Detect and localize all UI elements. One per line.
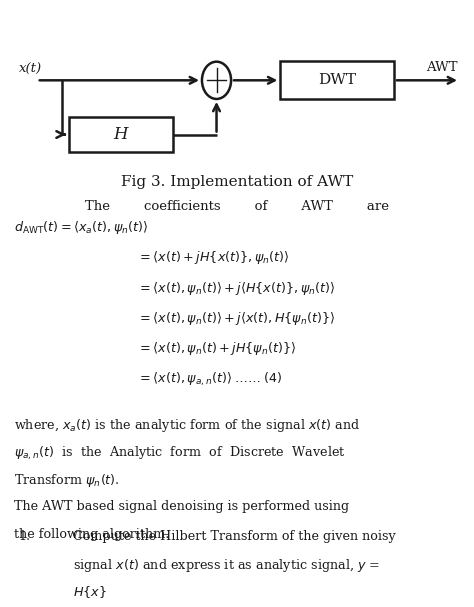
Text: DWT: DWT — [318, 73, 356, 87]
Text: where, $x_a(t)$ is the analytic form of the signal $x(t)$ and: where, $x_a(t)$ is the analytic form of … — [14, 417, 360, 434]
Text: signal $x(t)$ and express it as analytic signal, $y$ =: signal $x(t)$ and express it as analytic… — [73, 557, 381, 574]
Text: 1.: 1. — [18, 529, 31, 543]
Circle shape — [202, 62, 231, 99]
Text: x(t): x(t) — [18, 63, 42, 76]
Bar — [280, 61, 394, 100]
Text: Compute the Hilbert Transform of the given noisy: Compute the Hilbert Transform of the giv… — [73, 529, 396, 543]
Text: Fig 3. Implementation of AWT: Fig 3. Implementation of AWT — [121, 175, 353, 189]
Text: The        coefficients        of        AWT        are: The coefficients of AWT are — [85, 200, 389, 213]
Text: $\psi_{a,n}(t)$  is  the  Analytic  form  of  Discrete  Wavelet: $\psi_{a,n}(t)$ is the Analytic form of … — [14, 444, 346, 462]
Text: $= \langle x(t) + jH\{x(t)\}, \psi_n(t)\rangle$: $= \langle x(t) + jH\{x(t)\}, \psi_n(t)\… — [137, 249, 289, 266]
Text: Transform $\psi_n(t)$.: Transform $\psi_n(t)$. — [14, 472, 120, 489]
Text: the following algorithm.: the following algorithm. — [14, 528, 169, 541]
Text: $= \langle x(t), \psi_n(t)\rangle + j\langle x(t), H\{\psi_n(t)\}\rangle$: $= \langle x(t), \psi_n(t)\rangle + j\la… — [137, 310, 335, 327]
Text: $= \langle x(t), \psi_{a,n}(t)\rangle \;\ldots\ldots\; (4)$: $= \langle x(t), \psi_{a,n}(t)\rangle \;… — [137, 370, 282, 388]
Text: H: H — [114, 126, 128, 143]
Text: $d_{\mathrm{AWT}}(t) = \langle x_a(t), \psi_n(t)\rangle$: $d_{\mathrm{AWT}}(t) = \langle x_a(t), \… — [14, 219, 148, 236]
Text: $= \langle x(t), \psi_n(t)\rangle + j\langle H\{x(t)\}, \psi_n(t)\rangle$: $= \langle x(t), \psi_n(t)\rangle + j\la… — [137, 280, 335, 297]
Bar — [69, 117, 173, 152]
Text: $H\{x\}$: $H\{x\}$ — [73, 585, 107, 600]
Text: AWT: AWT — [426, 61, 458, 75]
Text: The AWT based signal denoising is performed using: The AWT based signal denoising is perfor… — [14, 500, 349, 514]
Text: $= \langle x(t), \psi_n(t) + jH\{\psi_n(t)\}\rangle$: $= \langle x(t), \psi_n(t) + jH\{\psi_n(… — [137, 340, 296, 357]
